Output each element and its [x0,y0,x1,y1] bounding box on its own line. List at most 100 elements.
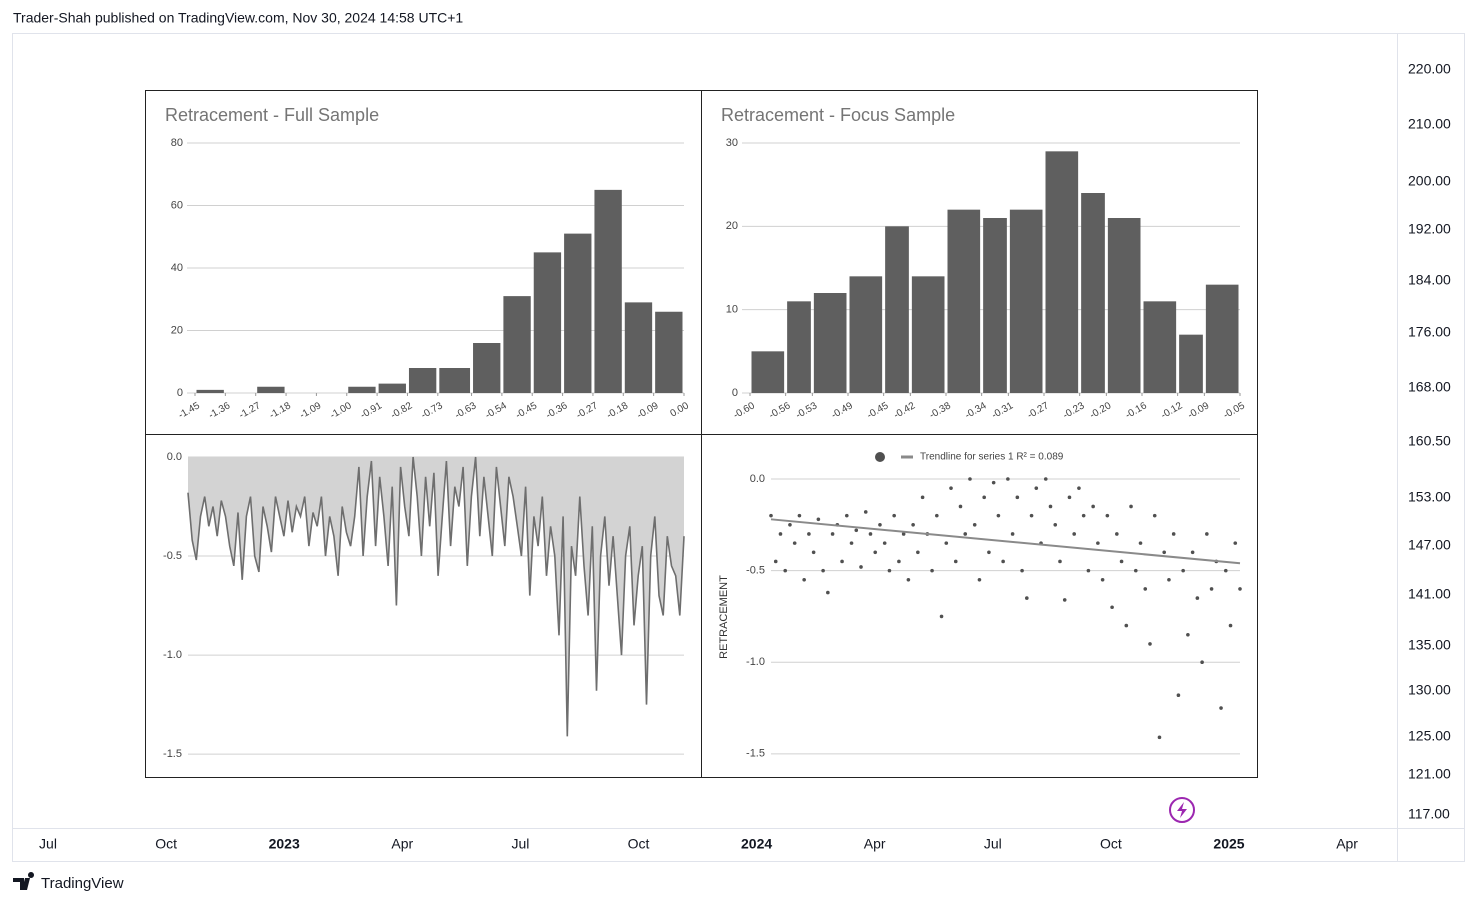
point [863,510,868,514]
price-label: 168.00 [1408,379,1451,395]
point [1219,706,1223,710]
point [1148,642,1152,646]
point [797,513,802,518]
point [996,513,1001,518]
price-label: 117.00 [1408,806,1450,822]
time-label: Jul [39,836,57,852]
bar [257,386,285,393]
y-tick-label: -0.5 [746,565,765,577]
point [873,550,878,555]
bar [1045,151,1079,393]
bar [1179,334,1203,393]
point [773,559,778,564]
bar [849,276,883,393]
point [1096,541,1100,545]
footer-brand: TradingView [41,875,124,892]
point [1124,623,1129,628]
point [1186,632,1190,637]
price-label: 125.00 [1408,728,1451,744]
point [958,504,963,509]
bar [439,368,471,393]
point [1238,587,1242,591]
point [1115,532,1119,536]
point [1020,568,1024,573]
point [788,523,792,527]
point [1223,568,1228,573]
header: Trader-Shah published on TradingView.com… [13,10,463,26]
point [1001,559,1005,564]
point [1058,559,1062,564]
point [1143,587,1148,591]
point [1110,605,1114,610]
point [1015,495,1020,500]
chart-title: Retracement - Full Sample [165,105,379,125]
time-label: Apr [864,836,886,852]
legend-marker [875,452,885,462]
chart-frame [12,33,1465,862]
point [830,532,835,536]
point [1233,541,1238,545]
point [811,550,816,555]
price-label: 147.00 [1408,537,1451,553]
point [802,577,806,582]
bar [378,383,406,393]
point [887,568,892,573]
bar [594,189,622,393]
point [968,477,972,481]
point [1181,568,1185,573]
point [1167,577,1171,582]
point [844,513,849,518]
point [991,480,996,485]
bar [348,386,376,393]
time-label: Apr [1336,836,1358,852]
bar [1143,301,1177,393]
y-tick-label: -1.5 [746,748,765,760]
point [878,523,882,527]
point [849,541,854,545]
point [769,513,773,518]
bar [911,276,945,393]
point [949,486,953,490]
bar [751,351,785,393]
bar [787,301,811,393]
point [792,541,797,545]
time-label: Jul [511,836,529,852]
y-tick-label: 10 [726,304,738,316]
point [944,541,949,545]
point [816,517,821,522]
point [1228,623,1233,628]
point [1195,596,1200,600]
y-tick-label: 80 [171,137,183,149]
point [1077,486,1081,490]
point [882,541,887,545]
point [1209,587,1214,591]
y-axis-label: RETRACEMENT [718,575,730,659]
y-tick-label: 20 [171,324,183,336]
point [1152,513,1157,518]
point [1072,532,1076,536]
point [987,550,991,555]
point [1100,577,1105,582]
point [1205,532,1209,536]
point [1105,513,1110,518]
legend-label: Trendline for series 1 R² = 0.089 [920,452,1064,463]
y-tick-label: 20 [726,220,738,232]
point [807,532,811,536]
price-label: 121.00 [1408,766,1451,782]
y-tick-label: -1.5 [163,748,182,760]
price-label: 176.00 [1408,324,1451,340]
bar [503,296,531,393]
point [868,532,873,536]
point [840,559,844,564]
y-tick-label: 0 [177,387,183,399]
point [972,523,977,527]
point [935,513,939,518]
time-label: Oct [155,836,177,852]
y-tick-label: -0.5 [163,550,182,562]
price-label: 153.00 [1408,489,1451,505]
point [939,614,944,619]
point [1138,541,1143,545]
point [1053,523,1058,527]
point [1029,513,1034,518]
